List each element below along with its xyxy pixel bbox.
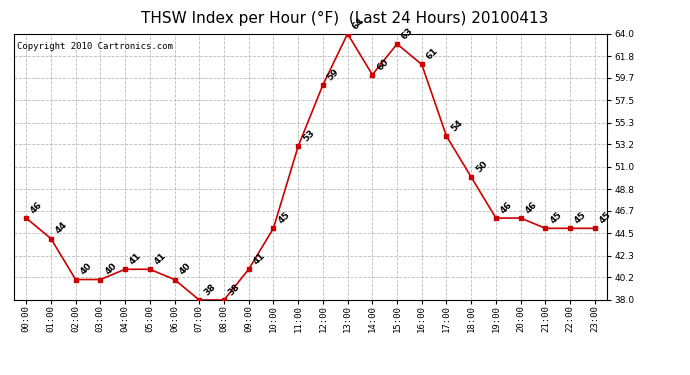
Text: 63: 63 [400, 26, 415, 41]
Text: 54: 54 [449, 118, 464, 134]
Text: 46: 46 [29, 200, 44, 215]
Text: 40: 40 [79, 261, 94, 277]
Text: 38: 38 [202, 282, 217, 297]
Text: 40: 40 [103, 261, 118, 277]
Text: 59: 59 [326, 67, 341, 82]
Text: 45: 45 [598, 210, 613, 225]
Text: 41: 41 [251, 251, 267, 267]
Text: 64: 64 [351, 16, 366, 31]
Text: 44: 44 [54, 220, 69, 236]
Text: 60: 60 [375, 57, 391, 72]
Text: 46: 46 [499, 200, 514, 215]
Text: 46: 46 [524, 200, 539, 215]
Text: 45: 45 [548, 210, 564, 225]
Text: THSW Index per Hour (°F)  (Last 24 Hours) 20100413: THSW Index per Hour (°F) (Last 24 Hours)… [141, 11, 549, 26]
Text: 61: 61 [424, 46, 440, 62]
Text: 38: 38 [227, 282, 242, 297]
Text: 45: 45 [276, 210, 291, 225]
Text: 41: 41 [128, 251, 143, 267]
Text: 45: 45 [573, 210, 588, 225]
Text: 40: 40 [177, 261, 193, 277]
Text: 41: 41 [152, 251, 168, 267]
Text: 53: 53 [301, 128, 316, 144]
Text: 50: 50 [474, 159, 489, 174]
Text: Copyright 2010 Cartronics.com: Copyright 2010 Cartronics.com [17, 42, 172, 51]
